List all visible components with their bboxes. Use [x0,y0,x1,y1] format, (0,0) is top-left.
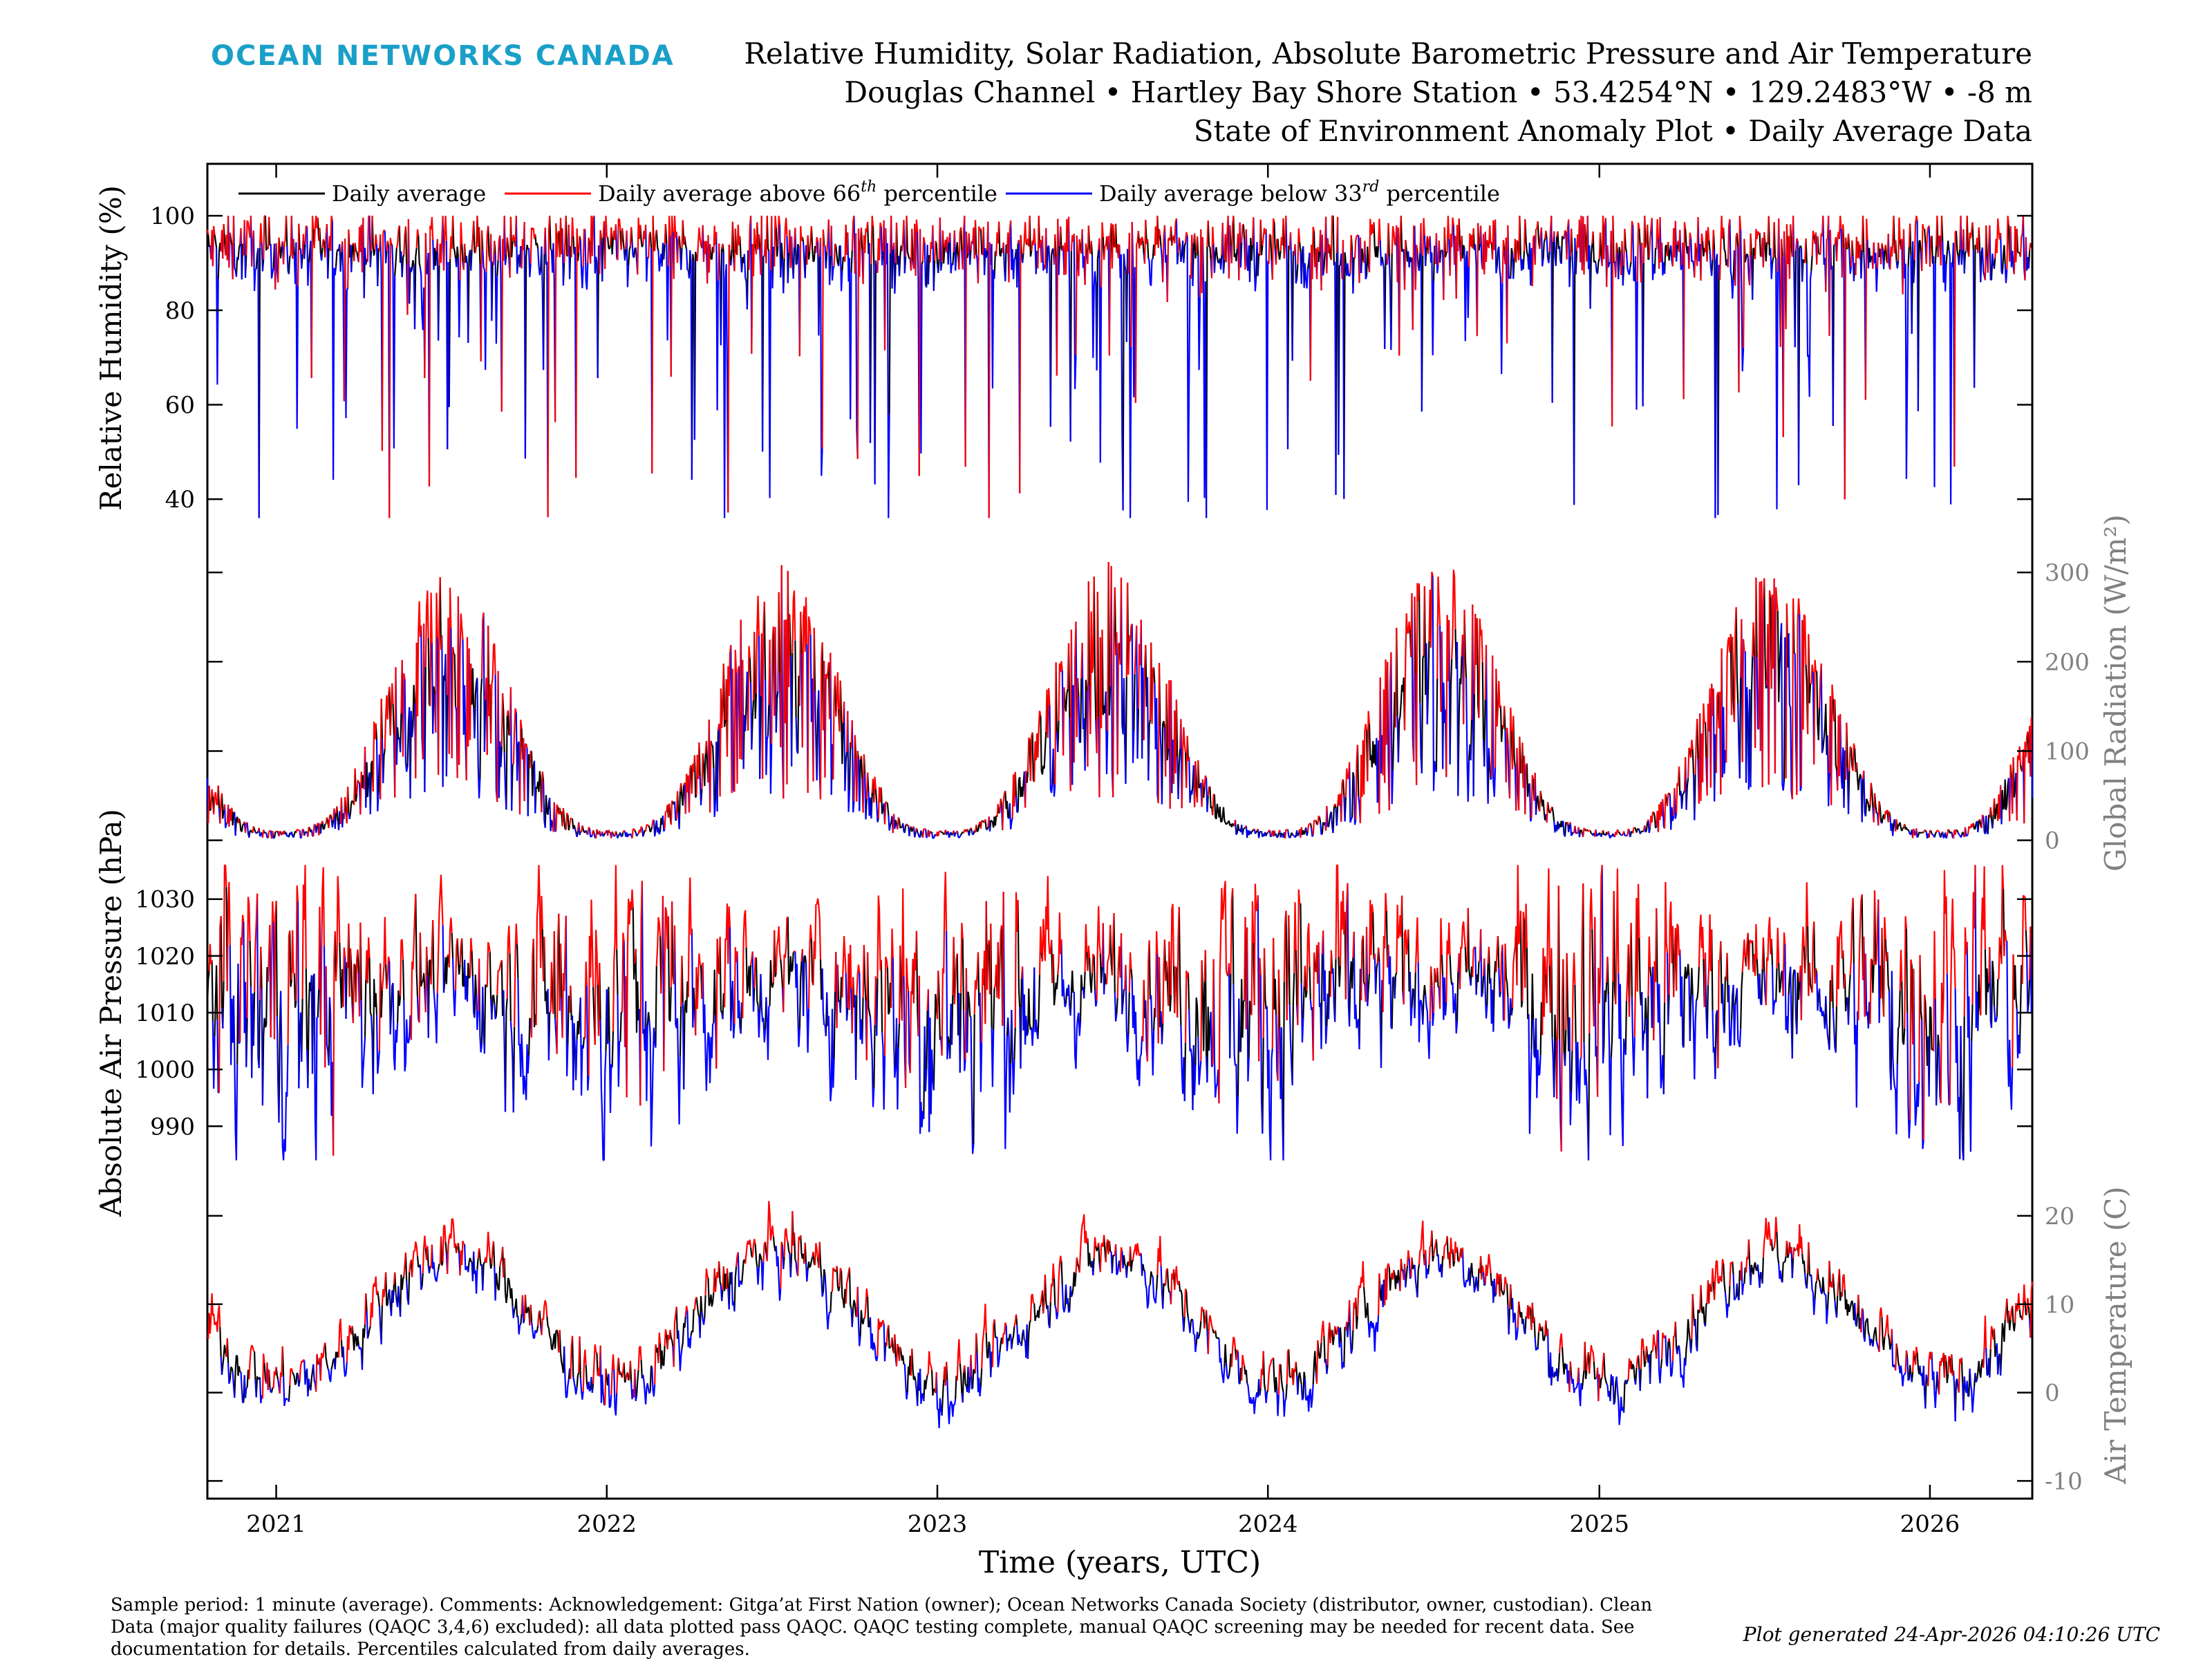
logo-text: OCEAN NETWORKS CANADA [211,40,675,72]
legend-label-above: Daily average above 66th percentile [598,178,997,207]
series-temperature-below [220,1244,2032,1429]
y-tick-label-radiation-0: 0 [2045,827,2060,855]
series-radiation-above [207,562,2032,839]
y-tick-label-pressure-1020: 1020 [135,943,195,971]
y-tick-label-radiation-200: 200 [2045,648,2090,676]
legend-label-below: Daily average below 33rd percentile [1099,178,1500,207]
footer-note-line-2: Data (major quality failures (QAQC 3,4,6… [111,1617,1635,1638]
footer-note-line-3: documentation for details. Percentiles c… [111,1639,750,1659]
series-humidity-above [206,215,2032,518]
y-tick-label-pressure-1010: 1010 [135,1000,195,1027]
x-tick-label-2023: 2023 [908,1510,968,1538]
y-tick-label-temperature-0: 0 [2045,1380,2060,1407]
y-tick-label-humidity-100: 100 [150,203,195,230]
series-humidity-below [209,216,2030,518]
x-tick-label-2026: 2026 [1900,1510,1960,1538]
series-pressure-daily [206,883,2034,1161]
series-temperature-above [207,1201,2034,1405]
y-tick-label-pressure-1000: 1000 [135,1056,195,1084]
y-axis-label-radiation: Global Radiation (W/m²) [2099,514,2133,872]
legend-label-daily: Daily average [332,180,486,207]
legend: Daily average Daily average above 66th p… [238,178,1500,207]
x-tick-label-2022: 2022 [577,1510,637,1538]
y-tick-label-radiation-100: 100 [2045,738,2090,765]
series-temperature-daily [206,1210,2031,1422]
plot-generated-timestamp: Plot generated 24-Apr-2026 04:10:26 UTC [1743,1623,2160,1646]
y-axis-label-humidity: Relative Humidity (%) [94,185,128,511]
y-tick-label-pressure-1030: 1030 [135,886,195,914]
x-tick-label-2021: 2021 [246,1510,306,1538]
series-layer [206,215,2034,1429]
series-pressure-above [208,864,2032,1156]
footer-note-line-1: Sample period: 1 minute (average). Comme… [111,1595,1652,1615]
chart-title-line-3: State of Environment Anomaly Plot • Dail… [1194,114,2032,148]
axis-layer: 2021 2022 2023 2024 2025 2026406080100Relativ… [94,164,2133,1538]
y-tick-label-temperature-20: 20 [2045,1203,2074,1230]
series-pressure-below [212,865,2032,1161]
x-tick-label-2024: 2024 [1238,1510,1298,1538]
x-tick-label-2025: 2025 [1569,1510,1629,1538]
y-axis-label-pressure: Absolute Air Pressure (hPa) [94,809,128,1217]
y-tick-label-temperature-10: 10 [2045,1291,2074,1319]
y-tick-label-humidity-80: 80 [165,297,195,325]
y-tick-label-humidity-60: 60 [165,392,195,420]
plot-frame [206,162,2034,1500]
x-axis-label: Time (years, UTC) [979,1545,1261,1580]
y-tick-label-humidity-40: 40 [165,486,195,514]
y-tick-label-temperature--10: -10 [2045,1468,2083,1495]
y-axis-label-temperature: Air Temperature (C) [2099,1186,2133,1485]
chart-title-line-2: Douglas Channel • Hartley Bay Shore Stat… [844,75,2032,109]
chart-title-line-1: Relative Humidity, Solar Radiation, Abso… [744,37,2032,71]
y-tick-label-pressure-990: 990 [150,1113,195,1141]
y-tick-label-radiation-300: 300 [2045,559,2090,587]
